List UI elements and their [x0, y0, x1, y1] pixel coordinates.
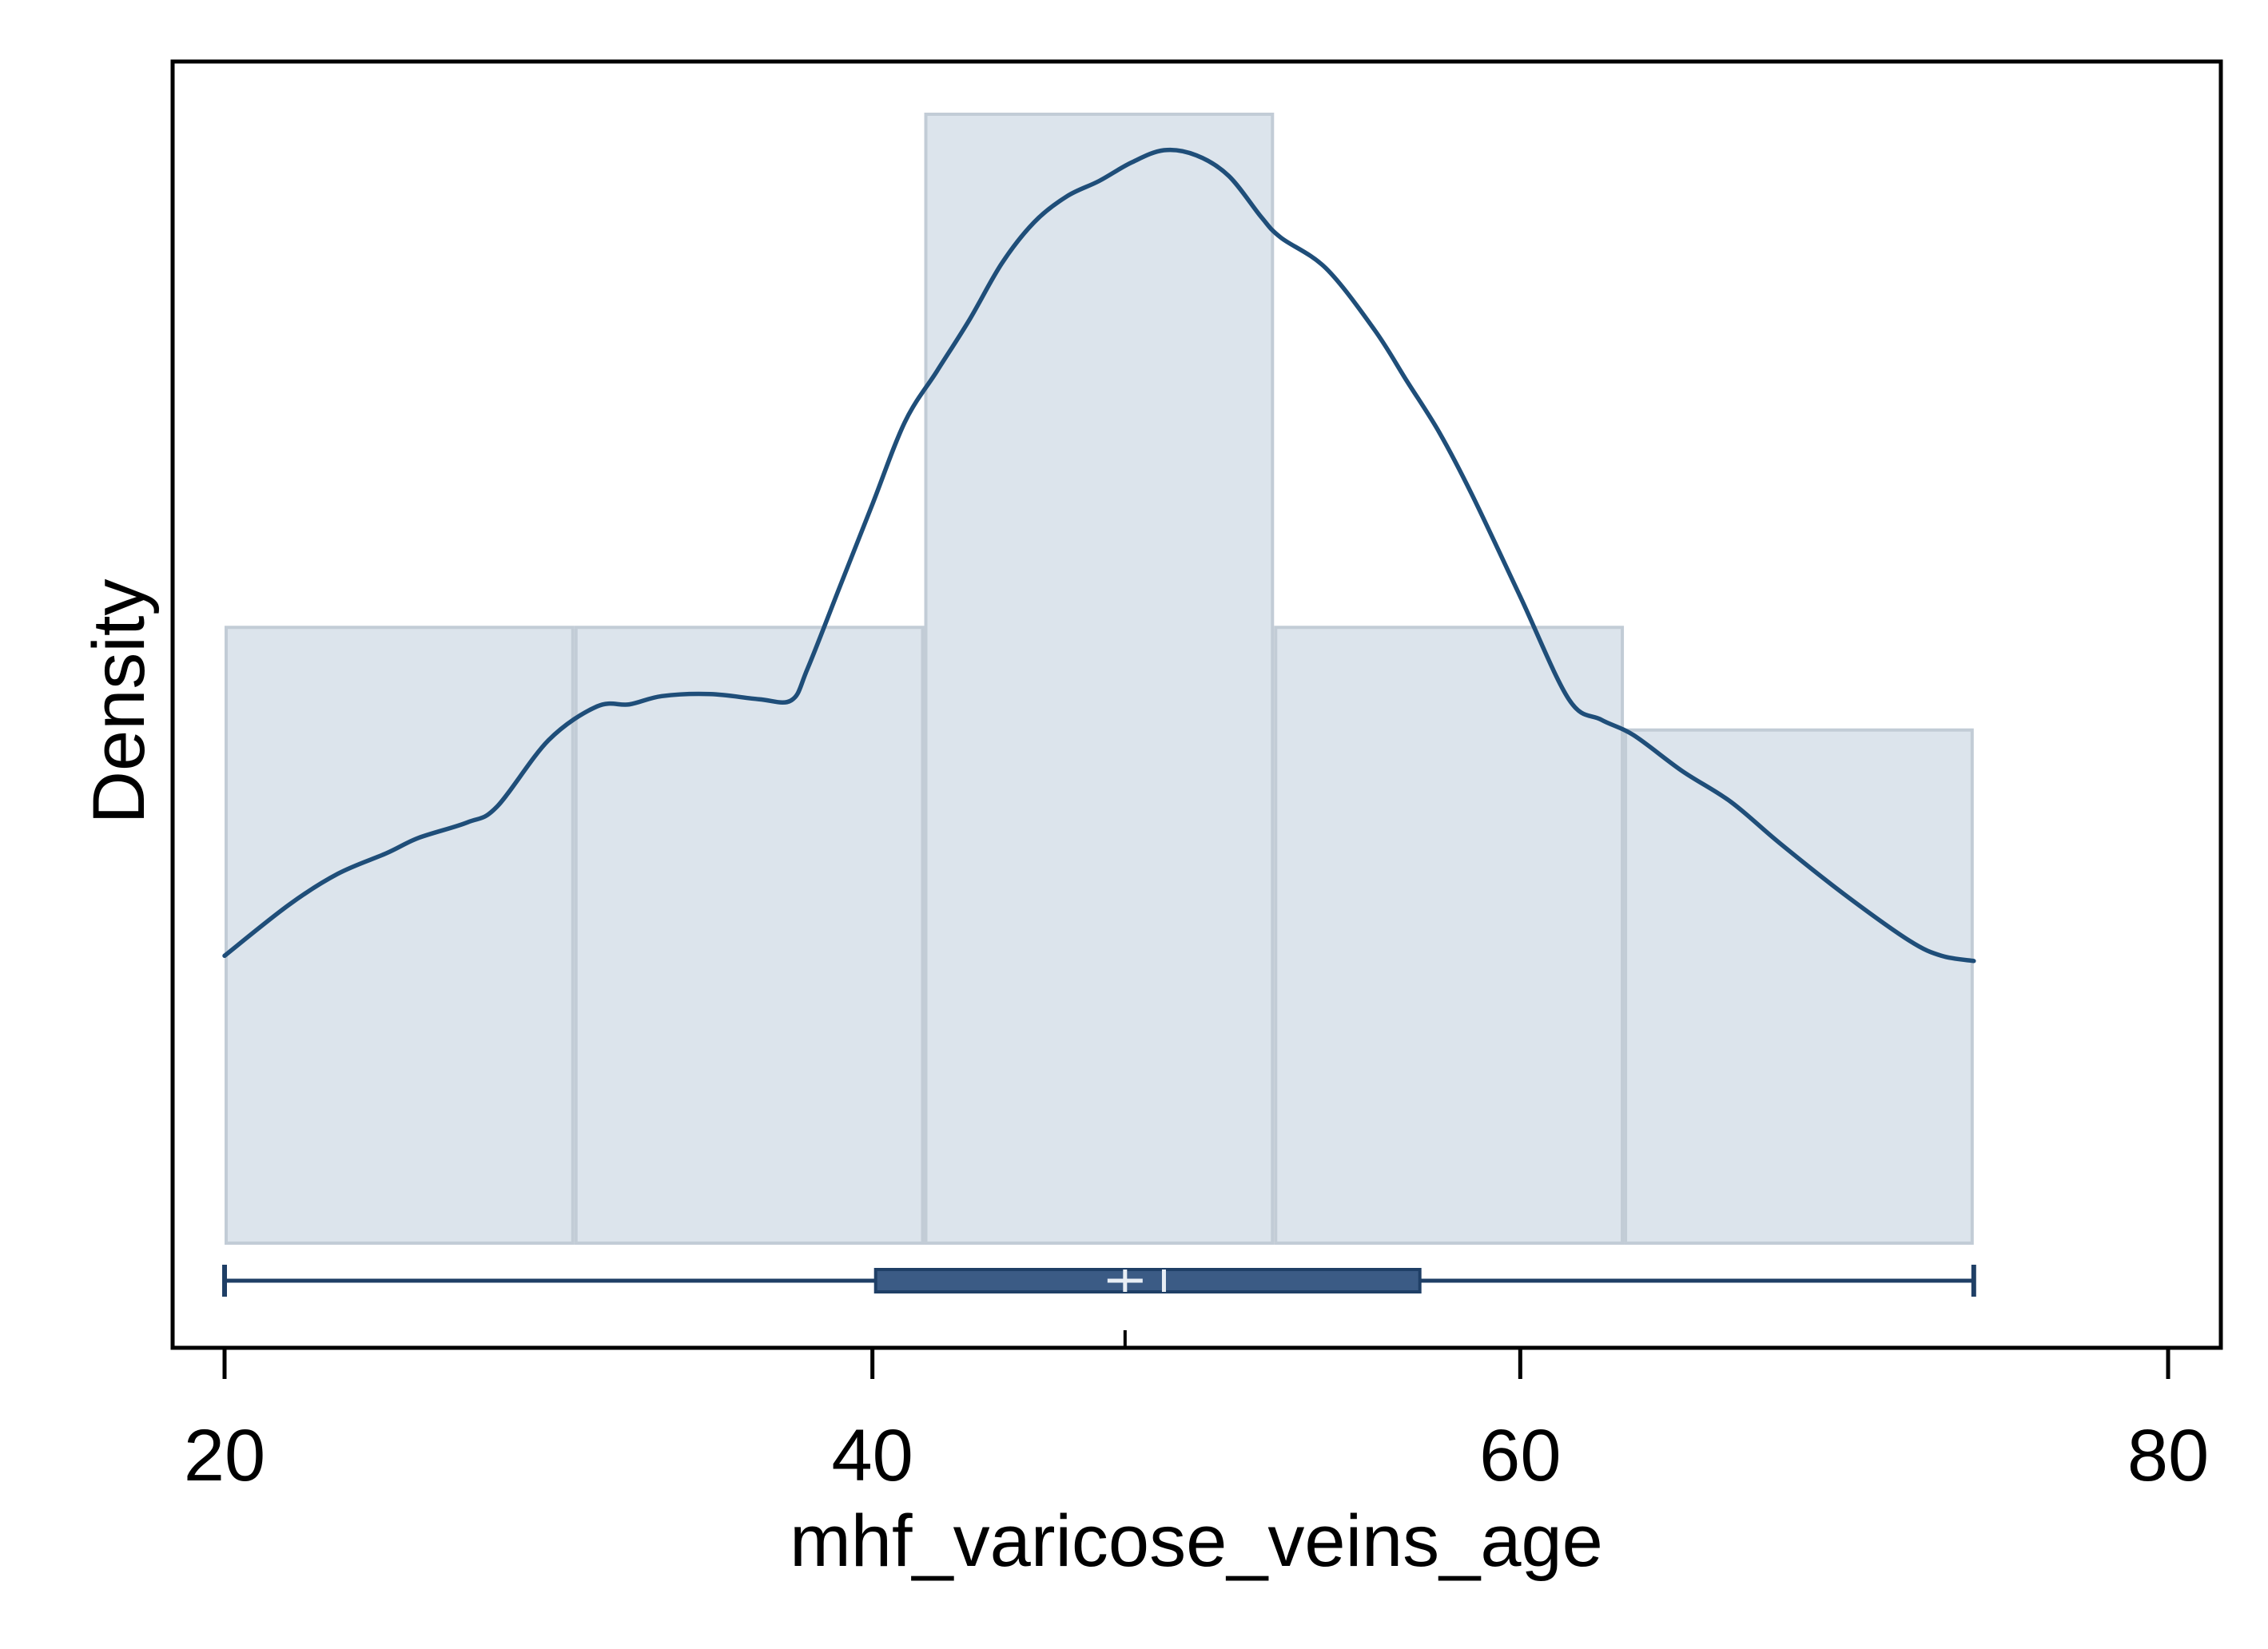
histogram-bar-2: [574, 626, 925, 1245]
histogram-bar-1: [225, 626, 575, 1245]
x-axis-ticks: 20 40 60 80: [184, 1348, 2209, 1496]
x-tick-label-60: 60: [1479, 1415, 1561, 1496]
y-axis-label: Density: [78, 579, 160, 824]
x-tick-label-20: 20: [184, 1415, 265, 1496]
histogram-bar-4: [1274, 626, 1625, 1245]
histogram-bar-5: [1624, 728, 1974, 1245]
x-tick-label-40: 40: [831, 1415, 913, 1496]
x-axis-label: mhf_varicose_veins_age: [790, 1500, 1603, 1582]
histogram-bar-3: [924, 113, 1275, 1245]
x-tick-label-80: 80: [2127, 1415, 2209, 1496]
plot-frame: [170, 59, 2223, 1350]
boxplot: [222, 1265, 1976, 1348]
histogram-bars: [225, 113, 1974, 1245]
boxplot-box: [873, 1268, 1422, 1293]
density-curve: [222, 147, 1976, 964]
